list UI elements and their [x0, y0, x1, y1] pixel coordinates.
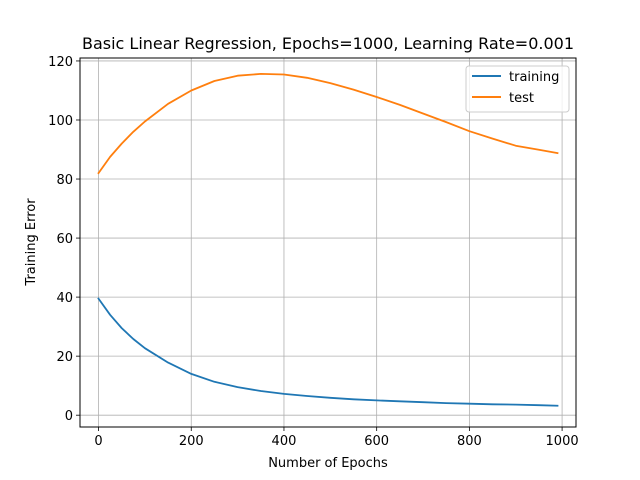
x-tick-label: 600 [364, 434, 389, 449]
y-tick-label: 100 [48, 114, 73, 129]
series-line-training [97, 297, 559, 407]
y-axis-label: Training Error [24, 198, 39, 287]
series-lines [97, 73, 559, 407]
legend-box [465, 65, 570, 113]
y-tick-label: 0 [65, 409, 73, 424]
x-tick-label: 400 [272, 434, 297, 449]
legend-label-test: test [509, 91, 534, 106]
x-tick-label: 1000 [546, 434, 579, 449]
y-tick-labels: 0 20 40 60 80 100 120 [48, 55, 73, 424]
plot-border [79, 57, 577, 428]
x-tick-label: 200 [179, 434, 204, 449]
grid [80, 58, 576, 427]
x-tick-labels: 0 200 400 600 800 1000 [94, 434, 578, 449]
tick-marks [76, 60, 563, 431]
y-tick-label: 20 [56, 350, 73, 365]
y-tick-label: 60 [56, 232, 73, 247]
x-tick-label: 800 [457, 434, 482, 449]
y-tick-label: 40 [56, 291, 73, 306]
x-axis-label: Number of Epochs [268, 456, 388, 471]
y-tick-label: 80 [56, 173, 73, 188]
legend: training test [465, 65, 570, 113]
chart-title: Basic Linear Regression, Epochs=1000, Le… [82, 34, 574, 53]
x-tick-label: 0 [94, 434, 102, 449]
legend-label-training: training [509, 70, 559, 85]
axes-frame [79, 57, 577, 428]
y-tick-label: 120 [48, 55, 73, 70]
series-line-test [97, 73, 559, 175]
plot-area [80, 58, 576, 427]
